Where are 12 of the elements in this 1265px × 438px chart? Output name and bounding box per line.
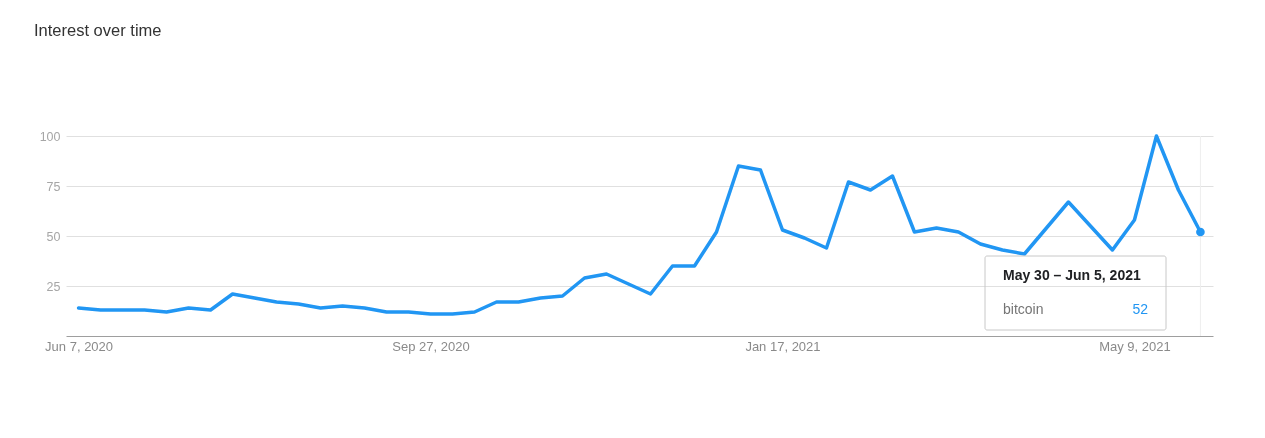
x-tick-label: May 9, 2021 [1099, 338, 1171, 354]
y-tick-label: 50 [46, 229, 61, 244]
y-tick-label: 75 [46, 179, 61, 194]
text: bitcoin [1003, 301, 1044, 317]
annotation: 52 [1132, 301, 1149, 317]
x-tick-label: Jan 17, 2021 [745, 338, 821, 354]
annotation: May 30 – Jun 5, 2021 [1003, 267, 1141, 283]
chart-title: Interest over time [34, 20, 162, 39]
x-tick-label: Sep 27, 2020 [392, 338, 470, 354]
y-tick-label: 25 [46, 279, 61, 294]
y-tick-label: 100 [39, 129, 61, 144]
x-tick-label: Jun 7, 2020 [45, 338, 114, 354]
